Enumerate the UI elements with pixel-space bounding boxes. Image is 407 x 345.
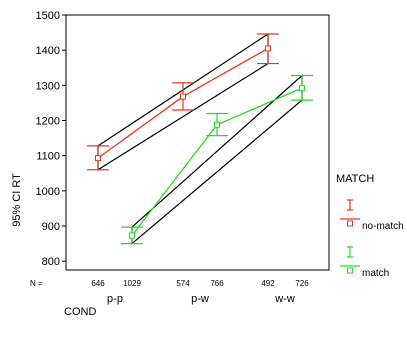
n-count: 492 [261, 279, 275, 288]
x-axis: p-p p-w w-w [107, 293, 295, 305]
ci-envelopes [97, 32, 303, 245]
y-tick-label: 1000 [36, 186, 60, 198]
legend-marker-icon [347, 267, 353, 274]
legend-title: MATCH [336, 173, 374, 185]
mean-marker [265, 45, 271, 52]
y-tick-label: 1100 [36, 151, 60, 163]
mean-marker [180, 93, 186, 100]
mean-marker [129, 232, 135, 239]
series-layer [87, 33, 313, 245]
ci-envelope [131, 74, 303, 245]
n-count: 726 [295, 279, 309, 288]
y-tick-label: 900 [42, 221, 60, 233]
y-tick-label: 1400 [36, 45, 60, 57]
n-count: 1029 [123, 279, 141, 288]
x-tick-label: p-p [107, 293, 123, 305]
x-tick-label: w-w [274, 293, 295, 305]
n-count: 574 [176, 279, 190, 288]
mean-line [131, 87, 303, 236]
x-tick-label: p-w [191, 293, 209, 305]
y-tick-label: 800 [42, 256, 60, 268]
mean-marker [214, 121, 220, 128]
y-axis-label: 95% CI RT [11, 173, 23, 227]
x-axis-label: COND [64, 306, 97, 318]
series-no-match [87, 33, 279, 171]
legend: MATCH no-match match [336, 173, 404, 279]
y-tick-label: 1200 [36, 116, 60, 128]
n-count: 766 [210, 279, 224, 288]
y-tick-label: 1300 [36, 80, 60, 92]
mean-marker [95, 155, 101, 162]
legend-entry-no-match: no-match [340, 199, 404, 232]
y-axis: 800 900 1000 1100 1200 1300 1400 1500 [36, 10, 66, 268]
plot-area [65, 14, 330, 271]
series-match [121, 74, 313, 245]
legend-label: match [362, 268, 389, 279]
n-counts: 646 1029 574 766 492 726 [91, 279, 309, 288]
n-count: 646 [91, 279, 105, 288]
mean-marker [299, 85, 305, 92]
n-prefix: N = [30, 279, 43, 288]
legend-label: no-match [362, 221, 404, 232]
y-tick-label: 1500 [36, 10, 60, 22]
legend-marker-icon [347, 220, 353, 227]
legend-entry-match: match [340, 246, 389, 279]
